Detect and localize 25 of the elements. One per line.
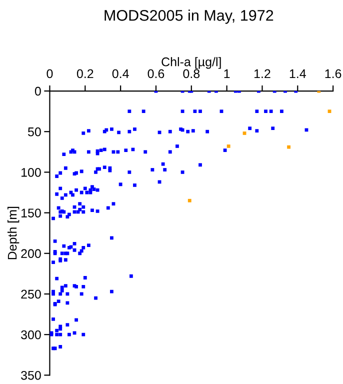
chart-title: MODS2005 in May, 1972 [104, 10, 274, 24]
point [287, 145, 290, 149]
point [242, 132, 246, 135]
y-tick-label: 250 [21, 290, 41, 299]
y-tick-label: 150 [22, 208, 41, 218]
x-tick-label: 1.4 [290, 69, 306, 78]
x-tick-label: 0.2 [76, 69, 94, 78]
x-tick-label: 1.2 [254, 69, 270, 78]
x-tick-label: 1.6 [325, 69, 342, 78]
point [188, 198, 192, 202]
x-tick-label: 0.4 [112, 69, 129, 78]
x-tick-label: 0.6 [148, 69, 164, 78]
point [226, 144, 230, 148]
y-tick-label: 350 [21, 370, 41, 380]
y-tick-label: 300 [21, 330, 41, 340]
y-tick-label: 0 [34, 86, 41, 96]
x-axis-title: Chl-a [µg/l] [162, 57, 221, 69]
y-axis-title: Depth [m] [8, 206, 20, 260]
x-tick-label: 0 [46, 69, 53, 78]
y-tick-label: 200 [21, 249, 41, 258]
x-tick-label: 1 [224, 69, 230, 78]
y-tick-label: 50 [28, 127, 41, 136]
x-tick-label: 0.8 [183, 69, 200, 78]
point [328, 110, 332, 114]
y-tick-label: 100 [22, 168, 41, 177]
